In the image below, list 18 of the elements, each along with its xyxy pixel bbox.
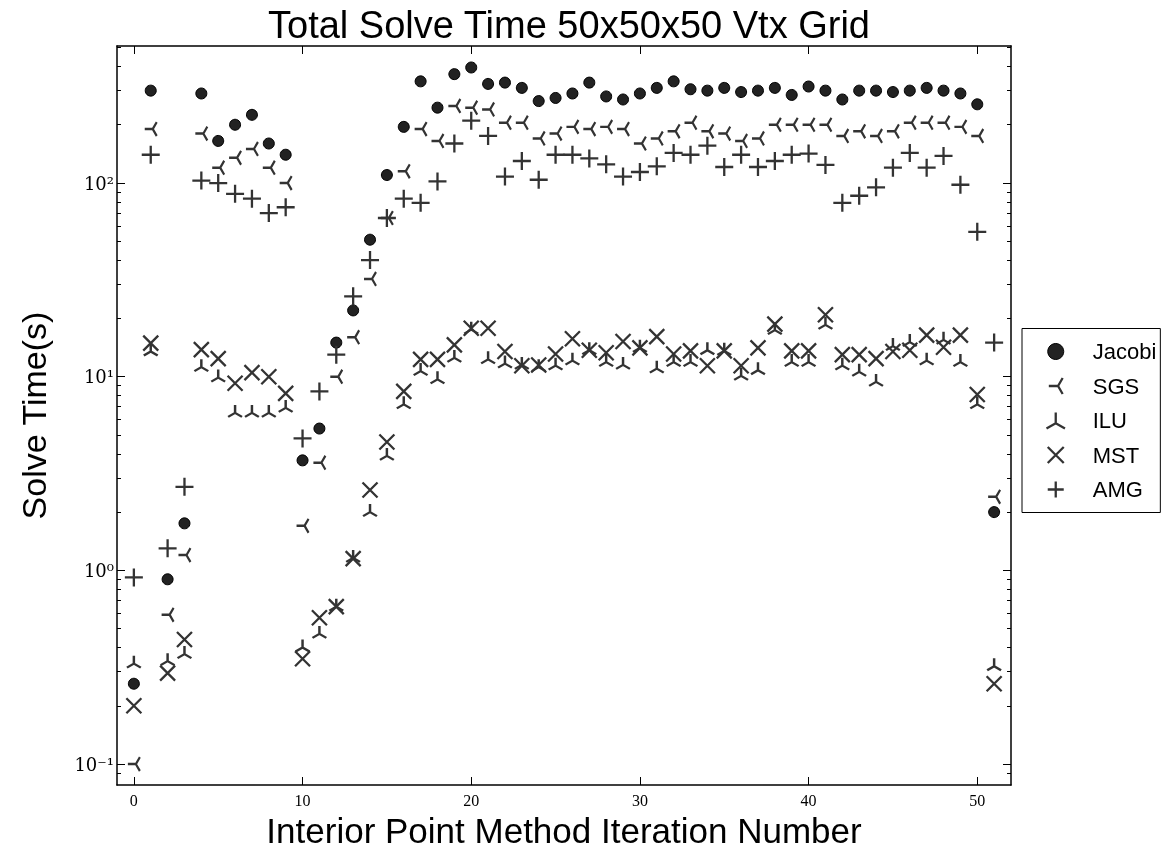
x-tick-label: 30: [631, 791, 648, 809]
legend-label: MST: [1092, 442, 1140, 468]
legend-label: AMG: [1092, 477, 1143, 502]
x-tick-label: 10: [294, 791, 311, 809]
x-tick-label: 20: [463, 791, 480, 809]
y-tick-label: 10⁰: [83, 559, 114, 581]
y-tick-label: 10²: [83, 172, 114, 194]
x-axis-title: Interior Point Method Iteration Number: [266, 810, 862, 846]
y-tick-label: 10⁻¹: [74, 753, 114, 775]
y-tick-label: 10¹: [83, 366, 114, 388]
legend-label: ILU: [1092, 408, 1127, 433]
x-tick-label: 0: [129, 791, 138, 809]
chart-title: Total Solve Time 50x50x50 Vtx Grid: [268, 4, 870, 46]
legend-label: SGS: [1092, 373, 1140, 399]
x-tick-label: 40: [800, 791, 817, 809]
y-axis-title: Solve Time(s): [15, 311, 53, 520]
legend-label: Jacobi: [1092, 339, 1157, 364]
x-tick-label: 50: [969, 791, 986, 809]
